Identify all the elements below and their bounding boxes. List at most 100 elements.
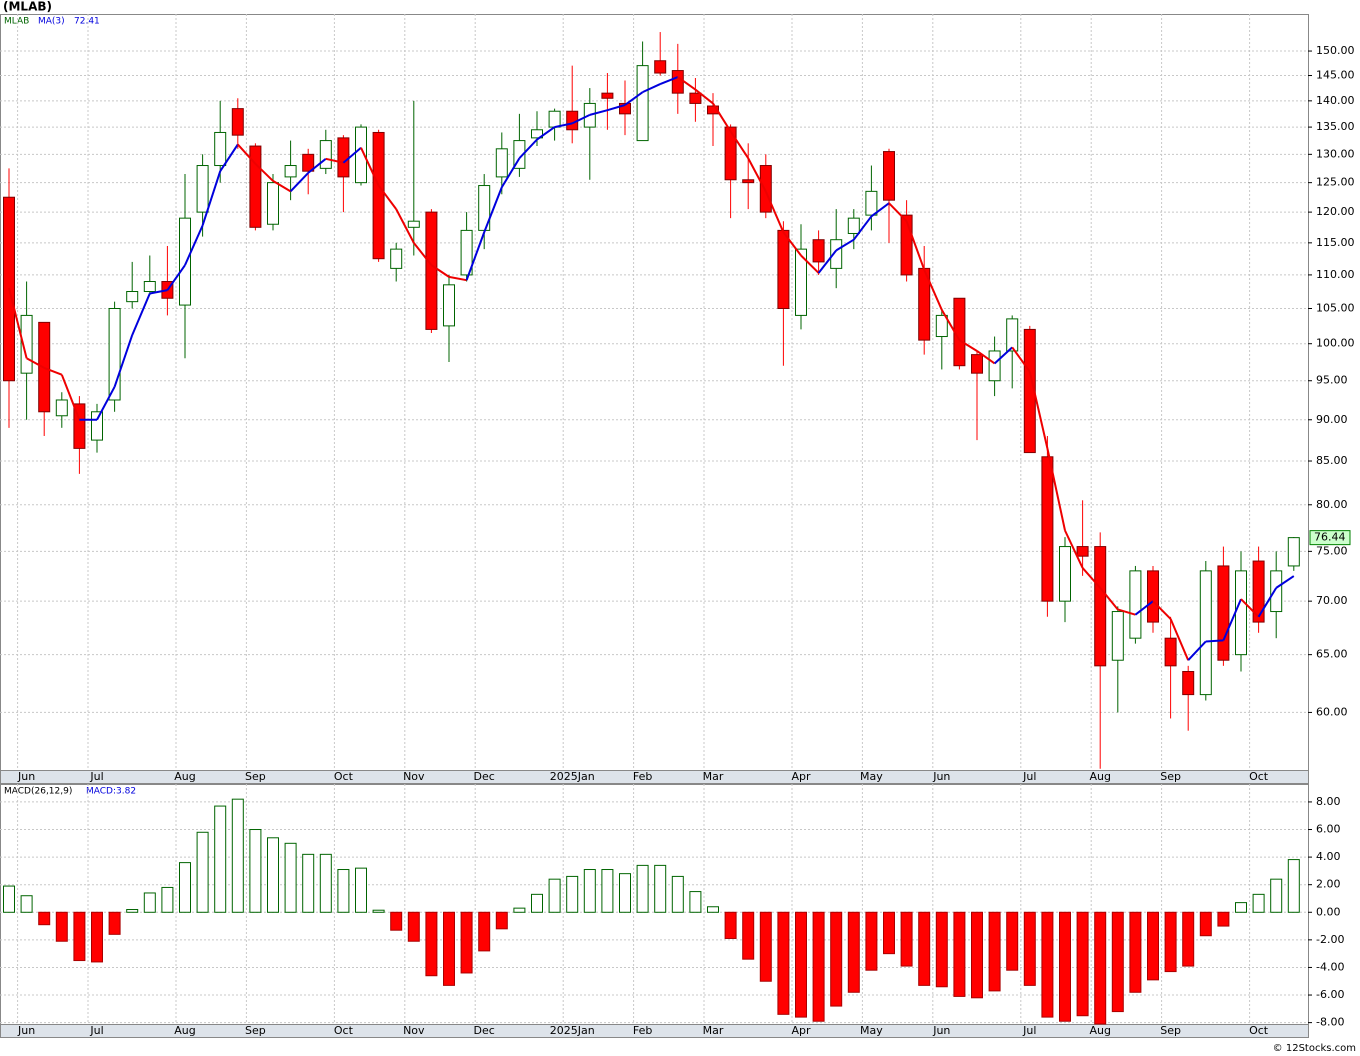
- y-tick-label: 120.00: [1316, 205, 1355, 218]
- ma-line: [272, 180, 292, 193]
- macd-bar: [407, 911, 420, 942]
- candle-body: [73, 403, 86, 449]
- x-tick-label: May: [860, 770, 883, 783]
- x-tick-label: Aug: [1089, 1024, 1110, 1037]
- macd-bar: [883, 911, 895, 955]
- macd-bar: [1006, 911, 1019, 971]
- macd-bar: [1252, 893, 1265, 913]
- y-tick-label: 140.00: [1316, 94, 1355, 107]
- y-tick-label: 115.00: [1316, 236, 1355, 249]
- macd-bar: [935, 911, 948, 988]
- macd-bar: [1041, 911, 1054, 1018]
- x-tick-label: Jul: [89, 1024, 103, 1037]
- ma-line: [1169, 618, 1190, 661]
- ma-line: [360, 147, 380, 186]
- candle-body: [1217, 565, 1230, 661]
- x-tick-label: Aug: [1089, 770, 1110, 783]
- y-tick-label: 90.00: [1316, 413, 1348, 426]
- y-tick-label: 110.00: [1316, 268, 1355, 281]
- ma-line: [131, 293, 151, 336]
- candle-body: [126, 291, 139, 303]
- candle-body: [1059, 546, 1071, 602]
- ma-line: [237, 143, 257, 165]
- x-tick-label: May: [860, 1024, 883, 1037]
- ma-line: [149, 289, 168, 295]
- candle-body: [1129, 570, 1142, 639]
- macd-bar: [161, 886, 174, 913]
- macd-bar: [1235, 902, 1247, 913]
- ma-line: [254, 163, 274, 182]
- ma-line: [1222, 598, 1242, 641]
- y-tick-label: 75.00: [1316, 544, 1348, 557]
- x-tick-label: 2025Jan: [550, 770, 595, 783]
- x-tick-label: Dec: [474, 770, 495, 783]
- ma-line: [940, 309, 961, 341]
- ma-line: [500, 157, 521, 188]
- candle-body: [777, 229, 790, 309]
- x-tick-label: Oct: [334, 770, 354, 783]
- candle-body: [1182, 671, 1195, 696]
- ma-line: [764, 190, 785, 233]
- ma-line: [1064, 530, 1084, 569]
- candle-body: [196, 165, 209, 213]
- candle-body: [724, 126, 737, 181]
- ma-line: [976, 350, 996, 365]
- macd-bar: [918, 911, 931, 986]
- macd-bar: [583, 869, 596, 913]
- ma-line: [395, 208, 415, 244]
- macd-bar: [636, 864, 649, 913]
- ma-line: [430, 264, 450, 278]
- ma-line: [60, 374, 81, 421]
- ma-line: [835, 238, 855, 252]
- macd-bar: [1147, 911, 1159, 981]
- x-tick-label: Aug: [174, 770, 195, 783]
- ma-line: [377, 184, 398, 210]
- candle-body: [1199, 570, 1212, 696]
- candle-body: [689, 92, 702, 104]
- candle-body: [1006, 318, 1019, 352]
- candle-body: [179, 217, 191, 306]
- macd-bar: [425, 911, 438, 977]
- macd-bar: [38, 911, 51, 926]
- x-tick-label: Sep: [1160, 1024, 1181, 1037]
- candle-body: [214, 131, 227, 167]
- ma-line: [1152, 600, 1172, 620]
- ma-line: [958, 339, 978, 352]
- candle-body: [1270, 570, 1283, 613]
- candle-body: [319, 140, 332, 169]
- x-tick-label: Feb: [633, 1024, 652, 1037]
- candle-body: [460, 229, 473, 276]
- legend-macd: MACD(26,12,9): [4, 787, 72, 797]
- candle-body: [407, 220, 420, 228]
- ma-line: [729, 130, 750, 159]
- candle-body: [636, 65, 649, 142]
- macd-bar: [495, 911, 508, 930]
- macd-bar: [91, 911, 103, 963]
- y-tick-label: 125.00: [1316, 176, 1355, 189]
- candle-body: [1111, 611, 1124, 661]
- ma-line: [1099, 587, 1119, 611]
- y-tick-label: 85.00: [1316, 454, 1348, 467]
- macd-bar: [179, 862, 191, 913]
- macd-bar: [478, 911, 491, 952]
- candle-body: [1147, 570, 1159, 623]
- ma-line: [8, 287, 28, 359]
- x-tick-label: Jun: [932, 770, 950, 783]
- ma-line: [642, 83, 661, 94]
- candle-body: [495, 148, 508, 178]
- candle-body: [513, 140, 526, 169]
- ma-line: [677, 76, 696, 91]
- ma-line: [289, 172, 309, 193]
- macd-bar: [847, 911, 860, 993]
- x-tick-label: Jun: [17, 1024, 35, 1037]
- ma-line: [712, 102, 732, 132]
- ma-line: [1134, 600, 1154, 616]
- ma-line: [905, 220, 926, 271]
- ma-line: [923, 269, 943, 311]
- ma-line: [694, 88, 714, 105]
- macd-bar: [249, 829, 262, 913]
- x-tick-label: Dec: [474, 1024, 495, 1037]
- ma-line: [800, 254, 820, 274]
- macd-bar: [355, 867, 367, 913]
- candle-body: [900, 214, 913, 276]
